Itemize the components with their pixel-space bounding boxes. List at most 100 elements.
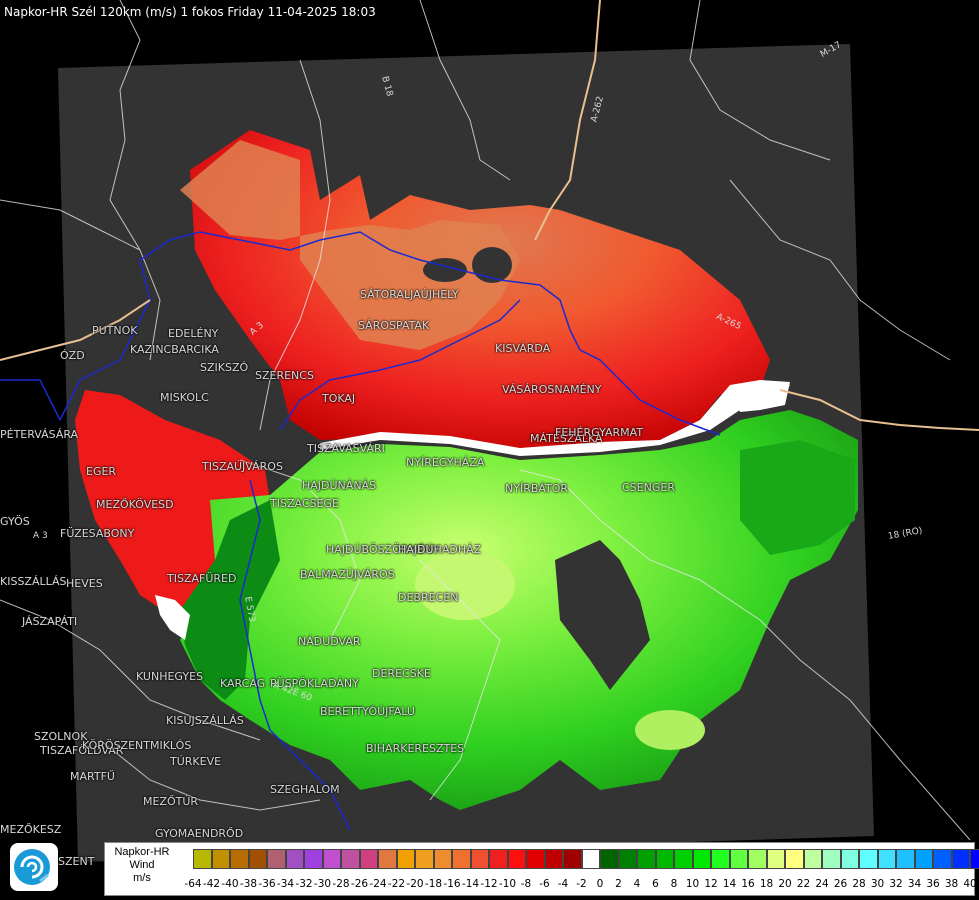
legend-tick: -20 (406, 878, 424, 890)
legend-tick: 34 (907, 878, 922, 890)
legend-tick: -4 (557, 878, 569, 890)
legend-swatches (193, 849, 979, 871)
legend-swatch (859, 849, 878, 869)
place-label: SZIKSZÓ (200, 361, 249, 374)
place-label: PÜSPÖKLADÁNY (270, 677, 359, 690)
legend-swatch (507, 849, 526, 869)
legend-swatch (211, 849, 230, 869)
place-label: SZERENCS (255, 369, 314, 382)
legend-title-line: m/s (133, 872, 151, 884)
place-label: TISZAVASVÁRI (307, 442, 385, 455)
highways (0, 0, 979, 431)
legend-tick: 28 (852, 878, 866, 890)
place-label: KISVÁRDA (495, 342, 551, 355)
logo-icon (14, 849, 50, 885)
legend-swatch (933, 849, 952, 869)
place-label: CSENGER (622, 481, 675, 494)
legend-swatch (803, 849, 822, 869)
road-label: A 3 (33, 531, 48, 541)
legend-swatch (267, 849, 286, 869)
legend-tick: 38 (944, 878, 959, 890)
place-label: KARCAG (220, 677, 266, 690)
place-label: TISZACSEGE (270, 497, 339, 510)
legend-tick: -16 (443, 878, 461, 890)
legend-swatch (840, 849, 859, 869)
legend-tick: -64 (184, 878, 202, 890)
place-label: GYOMAENDRŐD (155, 827, 244, 840)
echo-green-region (180, 410, 858, 810)
place-label: SÁROSPATAK (358, 319, 430, 332)
place-label: KISSZÁLLÁS (0, 575, 67, 588)
legend-tick: -32 (295, 878, 313, 890)
legend-swatch (489, 849, 508, 869)
place-label: KAZINCBARCIKA (130, 343, 219, 356)
legend-tick: 14 (722, 878, 737, 890)
legend-tick: -26 (350, 878, 369, 890)
legend-tick: -12 (480, 878, 498, 890)
place-label: HAJDÚNÁNÁS (302, 479, 377, 492)
legend-swatch (526, 849, 545, 869)
legend-tick: 4 (633, 878, 641, 890)
legend-swatch (544, 849, 563, 869)
place-label: HEVES (66, 577, 103, 590)
place-label: KÖRÖSZENTMIKLÓS (82, 739, 192, 752)
legend-tick: 6 (652, 878, 659, 890)
legend-tick: -40 (221, 878, 239, 890)
legend-tick: -36 (258, 878, 276, 890)
echo-lightgreen-patch (635, 710, 705, 750)
legend-tick: 36 (926, 878, 940, 890)
legend-swatch (452, 849, 471, 869)
place-label: EGER (86, 465, 117, 478)
place-label: SÁTORALJAÚJHELY (360, 288, 459, 301)
place-label: KISÚJSZÁLLÁS (166, 714, 244, 727)
legend-tick: 18 (759, 878, 774, 890)
legend-swatch (285, 849, 304, 869)
place-label: EDELÉNY (168, 327, 219, 340)
legend-swatch (600, 849, 619, 869)
legend-title: Napkor-HR Wind m/s (107, 846, 177, 885)
echo-red-west (75, 390, 270, 615)
legend-swatch (711, 849, 730, 869)
legend-swatch (692, 849, 711, 869)
legend-swatch (359, 849, 378, 869)
place-label: SZEGHALOM (270, 783, 340, 796)
legend-swatch (193, 849, 212, 869)
legend-swatch (396, 849, 415, 869)
legend-swatch (729, 849, 748, 869)
place-label: TÚRKEVE (170, 755, 222, 768)
place-label: TISZAFÜRED (167, 572, 237, 585)
legend-swatch (674, 849, 693, 869)
place-label: FÜZESABONY (60, 527, 135, 540)
legend-tick: -2 (576, 878, 587, 890)
borders-white (0, 0, 971, 841)
legend-tick: 24 (815, 878, 829, 890)
napkor-logo (10, 843, 58, 891)
place-label: DERECSKE (372, 667, 431, 680)
place-label: DEBRECEN (398, 591, 459, 604)
legend-swatch (618, 849, 637, 869)
legend-swatch (322, 849, 341, 869)
place-label: BIHARKERESZTES (366, 742, 465, 755)
place-label: MÁTÉSZALKA (530, 432, 603, 445)
legend-swatch (230, 849, 249, 869)
place-label: MARTFŰ (70, 770, 115, 783)
legend-swatch (341, 849, 360, 869)
place-label: HAJDÚHADHÁZ (398, 543, 482, 556)
place-label: FEHÉRGYARMAT (555, 426, 644, 439)
legend-tick: -18 (424, 878, 443, 890)
place-label: BERETTYÓÚJFALU (320, 705, 415, 718)
place-label: VÁSÁROSNAMÉNY (502, 383, 602, 396)
place-label: HAJDÚBÖSZÖRMÉNY (326, 543, 440, 556)
legend-swatch (970, 849, 979, 869)
legend-swatch (563, 849, 582, 869)
legend-title-line: Wind (129, 859, 155, 871)
legend-tick: -42 (202, 878, 221, 890)
legend-tick: -14 (461, 878, 480, 890)
legend-tick: -8 (520, 878, 532, 890)
legend-tick: -10 (498, 878, 517, 890)
echo-gap-east (555, 540, 650, 690)
place-label: NÁDUDVAR (298, 635, 361, 648)
legend-tick: 10 (685, 878, 700, 890)
legend-swatch (415, 849, 434, 869)
